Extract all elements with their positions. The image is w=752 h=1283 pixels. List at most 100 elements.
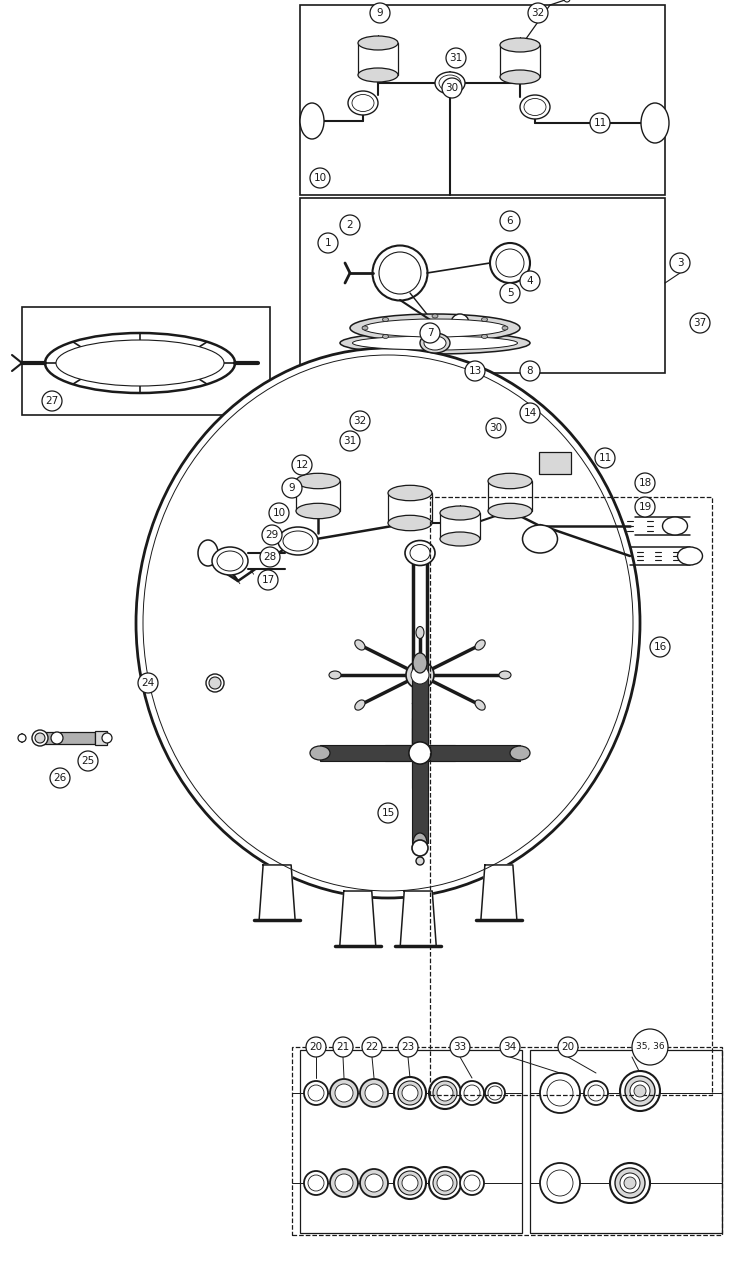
Text: 4: 4: [526, 276, 533, 286]
Ellipse shape: [433, 1082, 457, 1105]
Ellipse shape: [410, 544, 430, 562]
Ellipse shape: [406, 661, 434, 689]
Bar: [539, 452, 571, 473]
Text: 12: 12: [296, 461, 308, 470]
Ellipse shape: [439, 74, 461, 91]
Circle shape: [340, 431, 360, 452]
Ellipse shape: [437, 1085, 453, 1101]
Ellipse shape: [402, 1085, 418, 1101]
Ellipse shape: [335, 1084, 353, 1102]
Bar: [430, 497, 712, 1094]
Ellipse shape: [460, 1171, 484, 1194]
Ellipse shape: [475, 640, 485, 650]
Ellipse shape: [353, 336, 517, 350]
Text: 28: 28: [263, 552, 277, 562]
Text: 33: 33: [453, 1042, 467, 1052]
Circle shape: [465, 361, 485, 381]
Circle shape: [340, 216, 360, 235]
Bar: [488, 481, 532, 511]
Ellipse shape: [409, 742, 431, 763]
Ellipse shape: [350, 314, 520, 343]
Ellipse shape: [547, 1170, 573, 1196]
Ellipse shape: [416, 712, 424, 724]
Ellipse shape: [365, 1084, 383, 1102]
Ellipse shape: [488, 503, 532, 518]
Ellipse shape: [102, 733, 112, 743]
Ellipse shape: [500, 38, 540, 53]
Text: 9: 9: [289, 482, 296, 493]
Ellipse shape: [296, 503, 340, 518]
Circle shape: [520, 403, 540, 423]
Ellipse shape: [641, 103, 669, 142]
Ellipse shape: [634, 1085, 646, 1097]
Ellipse shape: [490, 242, 530, 284]
Ellipse shape: [212, 547, 248, 575]
Circle shape: [292, 455, 312, 475]
Ellipse shape: [488, 1085, 502, 1100]
Circle shape: [262, 525, 282, 545]
Text: 14: 14: [523, 408, 537, 418]
Ellipse shape: [304, 1171, 328, 1194]
Ellipse shape: [394, 1076, 426, 1109]
Ellipse shape: [499, 671, 511, 679]
Ellipse shape: [485, 1083, 505, 1103]
Ellipse shape: [330, 1079, 358, 1107]
Ellipse shape: [610, 1162, 650, 1203]
Ellipse shape: [330, 1169, 358, 1197]
Ellipse shape: [398, 1171, 422, 1194]
Ellipse shape: [348, 91, 378, 115]
Text: 17: 17: [262, 575, 274, 585]
Ellipse shape: [460, 1082, 484, 1105]
Text: 37: 37: [693, 318, 707, 328]
Circle shape: [362, 1037, 382, 1057]
Ellipse shape: [304, 1082, 328, 1105]
Circle shape: [595, 448, 615, 468]
Ellipse shape: [56, 340, 224, 386]
Circle shape: [370, 3, 390, 23]
Ellipse shape: [416, 857, 424, 865]
Circle shape: [42, 391, 62, 411]
Circle shape: [635, 473, 655, 493]
Text: 19: 19: [638, 502, 652, 512]
Text: 7: 7: [426, 328, 433, 337]
Ellipse shape: [584, 1082, 608, 1105]
Bar: [412, 718, 428, 788]
Ellipse shape: [18, 734, 26, 742]
Text: 10: 10: [314, 173, 326, 183]
Ellipse shape: [524, 99, 546, 115]
Ellipse shape: [496, 249, 524, 277]
Ellipse shape: [540, 1162, 580, 1203]
Text: 30: 30: [490, 423, 502, 432]
Polygon shape: [259, 865, 295, 920]
Ellipse shape: [429, 1076, 461, 1109]
Text: 9: 9: [377, 8, 384, 18]
Text: 20: 20: [562, 1042, 575, 1052]
Text: 26: 26: [53, 772, 67, 783]
Bar: [388, 493, 432, 523]
Ellipse shape: [588, 1085, 604, 1101]
Circle shape: [398, 1037, 418, 1057]
Text: 16: 16: [653, 642, 666, 652]
Ellipse shape: [362, 319, 508, 337]
Ellipse shape: [451, 314, 469, 332]
Ellipse shape: [372, 245, 427, 300]
Text: 25: 25: [81, 756, 95, 766]
Circle shape: [690, 313, 710, 334]
Ellipse shape: [45, 334, 235, 393]
Circle shape: [333, 1037, 353, 1057]
Circle shape: [528, 3, 548, 23]
Ellipse shape: [520, 95, 550, 119]
Circle shape: [318, 234, 338, 253]
Text: 34: 34: [503, 1042, 517, 1052]
Bar: [385, 745, 455, 761]
Ellipse shape: [383, 335, 389, 339]
Ellipse shape: [198, 540, 218, 566]
Ellipse shape: [502, 326, 508, 330]
Text: 1: 1: [325, 239, 332, 248]
Text: 2: 2: [347, 219, 353, 230]
Text: 24: 24: [141, 677, 155, 688]
Ellipse shape: [624, 1177, 636, 1189]
Text: 22: 22: [365, 1042, 378, 1052]
Ellipse shape: [308, 1175, 324, 1191]
Ellipse shape: [398, 1082, 422, 1105]
